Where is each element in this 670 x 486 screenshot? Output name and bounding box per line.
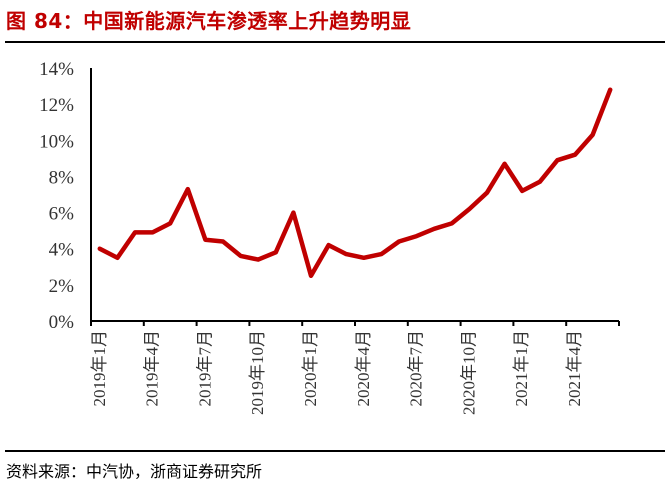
x-tick-label: 2020年10月 xyxy=(459,330,478,415)
penetration-rate-line xyxy=(97,87,613,279)
source-divider xyxy=(5,450,665,452)
y-tick-label: 10% xyxy=(39,131,74,152)
x-tick-label: 2020年7月 xyxy=(407,330,426,407)
x-tick-label: 2020年1月 xyxy=(301,330,320,407)
x-tick-label: 2019年10月 xyxy=(248,330,267,415)
y-tick-label: 8% xyxy=(49,167,75,188)
x-tick-label: 2019年4月 xyxy=(143,330,162,407)
y-tick-label: 0% xyxy=(49,312,75,333)
x-tick-label: 2019年7月 xyxy=(195,330,214,407)
line-chart: 0% 2% 4% 6% 8% 10% 12% 14% 2019年1月 2019年4月 2019年7… xyxy=(39,59,620,415)
x-axis-tick-marks xyxy=(90,321,620,326)
figure-title: 图 84：中国新能源汽车渗透率上升趋势明显 xyxy=(6,9,412,33)
x-tick-label: 2021年1月 xyxy=(512,330,531,407)
y-tick-label: 2% xyxy=(49,276,75,297)
y-tick-label: 12% xyxy=(39,95,74,116)
y-tick-label: 6% xyxy=(49,204,75,225)
x-axis-labels: 2019年1月 2019年4月 2019年7月 2019年10月 2020年1月 2020… xyxy=(90,330,584,415)
x-tick-label: 2019年1月 xyxy=(90,330,109,407)
y-tick-label: 14% xyxy=(39,59,74,80)
x-tick-label: 2021年4月 xyxy=(565,330,584,407)
title-divider xyxy=(5,41,665,43)
y-axis-labels: 0% 2% 4% 6% 8% 10% 12% 14% xyxy=(39,59,74,333)
source-note: 资料来源：中汽协，浙商证券研究所 xyxy=(6,462,263,481)
y-tick-label: 4% xyxy=(49,240,75,261)
x-tick-label: 2020年4月 xyxy=(354,330,373,407)
